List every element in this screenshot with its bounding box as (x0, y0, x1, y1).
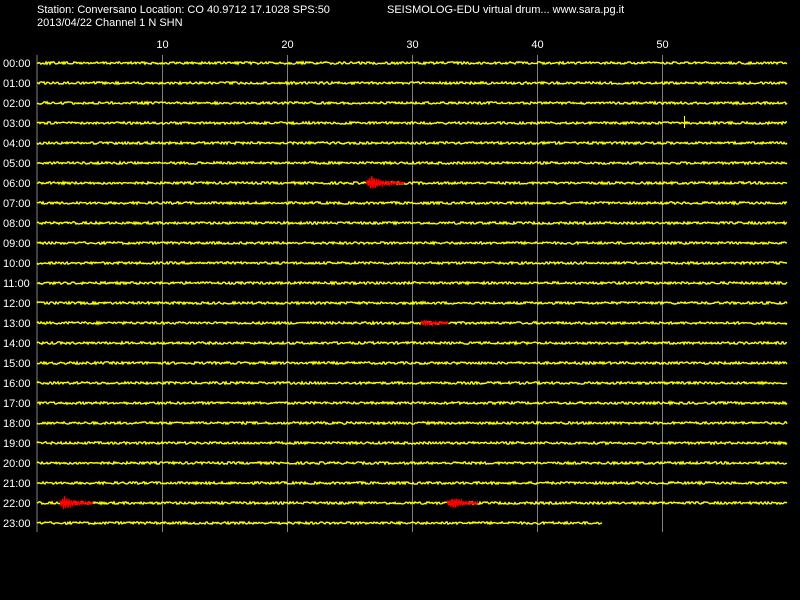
trace-0100 (36, 80, 788, 86)
hour-label-1700: 17:00 (3, 398, 31, 410)
hour-label-1100: 11:00 (3, 278, 30, 290)
hour-label-1000: 10:00 (3, 258, 31, 270)
x-tick-labels: 10 20 30 40 50 (156, 39, 668, 51)
trace-1000 (36, 260, 788, 266)
hour-label-0200: 02:00 (3, 98, 31, 110)
app-brand: SEISMOLOG-EDU virtual drum... www.sara.p… (387, 4, 625, 16)
date-channel-info: 2013/04/22 Channel 1 N SHN (37, 17, 183, 29)
x-tick-label-30: 30 (406, 39, 418, 51)
event-1300-1 (420, 319, 449, 327)
hour-label-1900: 19:00 (3, 438, 31, 450)
trace-1600 (36, 380, 788, 386)
trace-0800 (36, 220, 788, 226)
hour-label-0400: 04:00 (3, 138, 31, 150)
event-2200-3 (446, 498, 479, 508)
hour-label-1600: 16:00 (3, 378, 31, 390)
hour-label-1800: 18:00 (3, 418, 31, 430)
trace-1400 (36, 340, 788, 346)
x-tick-label-20: 20 (281, 39, 293, 51)
hour-label-1200: 12:00 (3, 298, 31, 310)
trace-0000 (36, 60, 788, 66)
trace-layer (36, 60, 788, 526)
hour-label-0100: 01:00 (3, 78, 31, 90)
trace-1100 (36, 280, 788, 286)
trace-0500 (36, 160, 788, 166)
trace-0200 (36, 100, 788, 106)
trace-2100 (36, 480, 788, 486)
x-tick-label-40: 40 (531, 39, 543, 51)
hour-label-0600: 06:00 (3, 178, 31, 190)
event-2200-2 (58, 496, 94, 510)
hour-label-1500: 15:00 (3, 358, 31, 370)
hour-label-0300: 03:00 (3, 118, 31, 130)
hour-label-0900: 09:00 (3, 238, 31, 250)
hour-label-0000: 00:00 (3, 58, 31, 70)
trace-0900 (36, 240, 788, 246)
trace-0600 (36, 180, 788, 186)
hour-label-0500: 05:00 (3, 158, 31, 170)
event-layer (58, 176, 479, 510)
grid-layer (36, 55, 663, 532)
trace-1500 (36, 360, 788, 366)
trace-2300 (36, 520, 603, 526)
hour-label-2200: 22:00 (3, 498, 31, 510)
trace-2000 (36, 460, 788, 466)
hour-label-2000: 20:00 (3, 458, 31, 470)
trace-1900 (36, 440, 788, 446)
trace-0300 (36, 120, 788, 126)
trace-1700 (36, 400, 788, 406)
trace-1800 (36, 420, 788, 426)
hour-label-0700: 07:00 (3, 198, 31, 210)
x-tick-label-10: 10 (156, 39, 168, 51)
hour-label-1400: 14:00 (3, 338, 31, 350)
trace-0400 (36, 140, 788, 146)
hour-label-0800: 08:00 (3, 218, 31, 230)
x-tick-label-50: 50 (656, 39, 668, 51)
trace-1300 (36, 320, 788, 326)
hour-label-2100: 21:00 (3, 478, 31, 490)
trace-0700 (36, 200, 788, 206)
hour-label-1300: 13:00 (3, 318, 31, 330)
hour-label-2300: 23:00 (3, 518, 31, 530)
trace-2200 (36, 500, 788, 506)
event-0600-0 (365, 176, 405, 189)
station-info: Station: Conversano Location: CO 40.9712… (37, 4, 330, 16)
trace-1200 (36, 300, 788, 306)
hour-labels: 00:00 01:00 02:00 03:00 04:00 05:00 06:00 07:00… (3, 58, 31, 530)
